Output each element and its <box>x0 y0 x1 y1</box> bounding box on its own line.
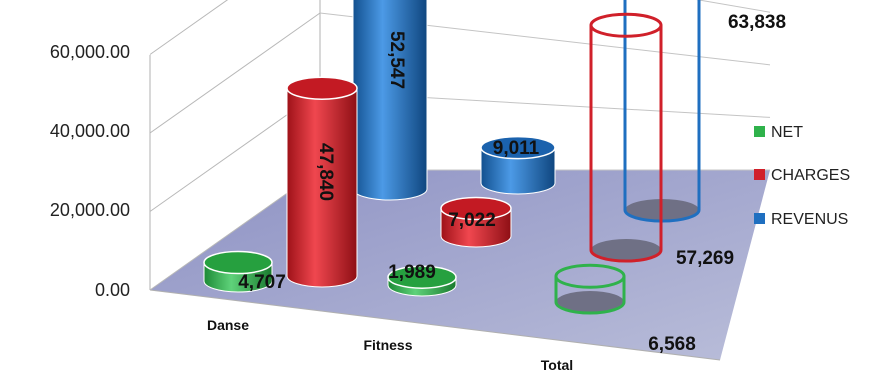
data-label-charges-total: 57,269 <box>676 248 734 269</box>
y-tick-label: 60,000.00 <box>50 42 130 62</box>
legend-label-net: NET <box>771 124 803 141</box>
gridline <box>149 0 229 55</box>
category-label-danse: Danse <box>207 317 249 333</box>
category-label-total: Total <box>541 357 573 373</box>
cylinder-body <box>554 276 626 315</box>
cylinder-base <box>556 291 624 313</box>
x-axis-labels: Danse Fitness Total <box>207 317 573 373</box>
cylinder-top <box>554 263 626 289</box>
data-label-charges-danse: 47,840 <box>315 143 336 201</box>
category-label-fitness: Fitness <box>363 337 412 353</box>
data-label-net-fitness: 1,989 <box>388 262 436 283</box>
y-tick-label: 0.00 <box>95 280 130 300</box>
data-label-revenus-danse: 52,547 <box>386 31 407 89</box>
cylinder-top <box>286 76 358 100</box>
legend-label-charges: CHARGES <box>771 167 850 184</box>
data-labels: 4,707 1,989 6,568 47,840 7,022 57,269 52… <box>238 12 786 355</box>
data-label-charges-fitness: 7,022 <box>448 210 496 231</box>
data-label-revenus-fitness: 9,011 <box>493 138 540 159</box>
legend-swatch-charges <box>754 169 765 180</box>
data-cylinders <box>203 0 701 315</box>
cylinder-body <box>480 147 556 195</box>
legend-swatch-net <box>754 126 765 137</box>
cylinder-net-danse <box>203 250 273 293</box>
y-tick-label: 40,000.00 <box>50 121 130 141</box>
cylinder-top <box>589 12 663 38</box>
cylinder-net-total <box>554 263 626 315</box>
gridline <box>149 12 321 134</box>
y-tick-label: 20,000.00 <box>50 200 130 220</box>
legend: NET CHARGES REVENUS <box>754 124 850 228</box>
y-axis-ticks: 0.00 20,000.00 40,000.00 60,000.00 <box>50 42 130 300</box>
cylinder-top <box>387 265 457 289</box>
cylinder-charges-danse <box>286 76 358 288</box>
data-label-revenus-total: 63,838 <box>728 12 786 33</box>
legend-label-revenus: REVENUS <box>771 211 848 228</box>
legend-swatch-revenus <box>754 213 765 224</box>
cylinder-body <box>286 87 358 288</box>
cylinder-top <box>440 196 512 221</box>
cylinder-base <box>591 239 661 261</box>
x-axis-line <box>149 289 721 361</box>
cylinder-charges-total <box>589 12 663 263</box>
cylinder-top <box>203 250 273 275</box>
cylinder-revenus-fitness <box>480 135 556 195</box>
cylinder-charges-fitness <box>440 196 512 248</box>
cylinder-body <box>589 25 663 263</box>
data-label-net-total: 6,568 <box>648 334 696 355</box>
cylinder-net-fitness <box>387 265 457 297</box>
data-label-net-danse: 4,707 <box>238 272 286 293</box>
cylinder-top <box>480 135 556 160</box>
